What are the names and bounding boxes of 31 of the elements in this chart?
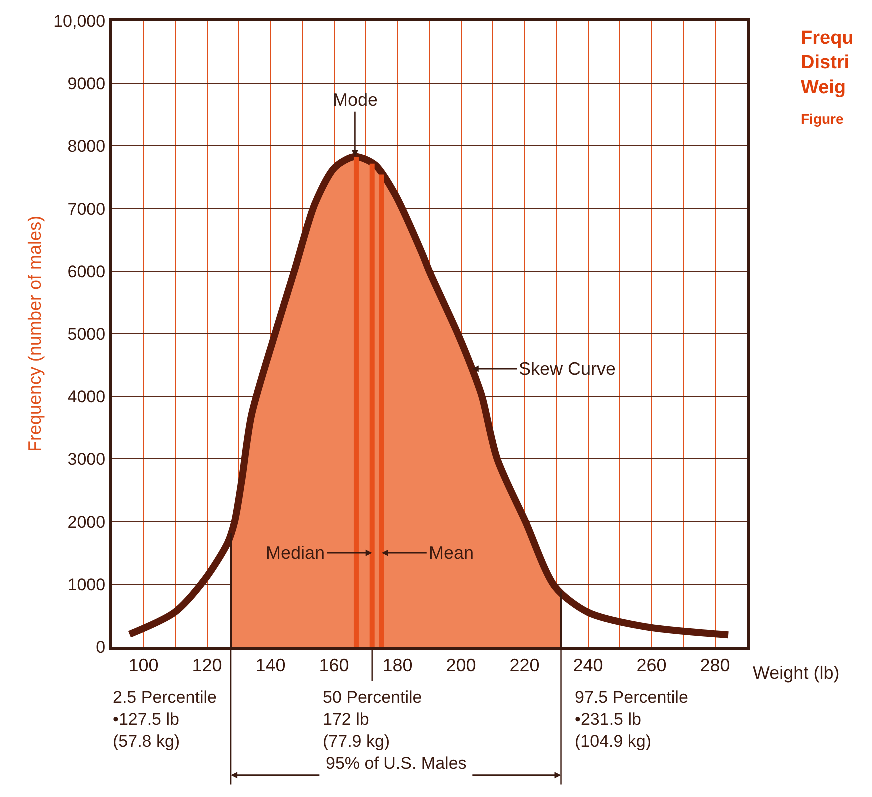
- y-tick-label: 6000: [68, 262, 106, 282]
- x-tick-label: 160: [319, 656, 350, 676]
- y-tick-label: 3000: [68, 450, 106, 470]
- text: Frequ Distri Weig: [801, 28, 854, 98]
- y-axis-title: Frequency (number of males): [24, 216, 45, 452]
- x-tick-label: 280: [700, 656, 730, 676]
- y-tick-label: 4000: [68, 388, 106, 407]
- ref-line-label: 50 Percentile 172 lb (77.9 kg): [323, 688, 422, 752]
- x-tick-label: 220: [510, 656, 540, 676]
- y-tick-label: 5000: [68, 324, 106, 344]
- annotation: Mean: [429, 543, 474, 563]
- ref-line-label: 2.5 Percentile •127.5 lb (57.8 kg): [113, 688, 217, 752]
- x-tick-label: 100: [128, 656, 159, 676]
- y-tick-label: 2000: [68, 512, 106, 532]
- x-tick-label: 180: [382, 656, 413, 676]
- y-tick-label: 0: [96, 638, 106, 657]
- x-tick-label: 260: [636, 656, 667, 676]
- y-tick-label: 8000: [68, 137, 106, 156]
- x-tick-label: 200: [446, 656, 476, 676]
- ref-line-label: 97.5 Percentile •231.5 lb (104.9 kg): [575, 688, 688, 752]
- x-tick-label: 120: [192, 656, 222, 676]
- x-tick-label: 240: [573, 656, 604, 676]
- x-axis-title: Weight (lb): [753, 663, 840, 683]
- annotation: Median: [266, 543, 326, 563]
- y-tick-label: 1000: [68, 575, 106, 594]
- text: Figure: [801, 111, 844, 127]
- y-tick-label: 7000: [68, 200, 106, 219]
- y-tick-label: 10,000: [54, 12, 106, 31]
- text: 95% of U.S. Males: [326, 754, 467, 773]
- x-tick-label: 140: [256, 656, 286, 676]
- y-tick-label: 9000: [68, 74, 106, 94]
